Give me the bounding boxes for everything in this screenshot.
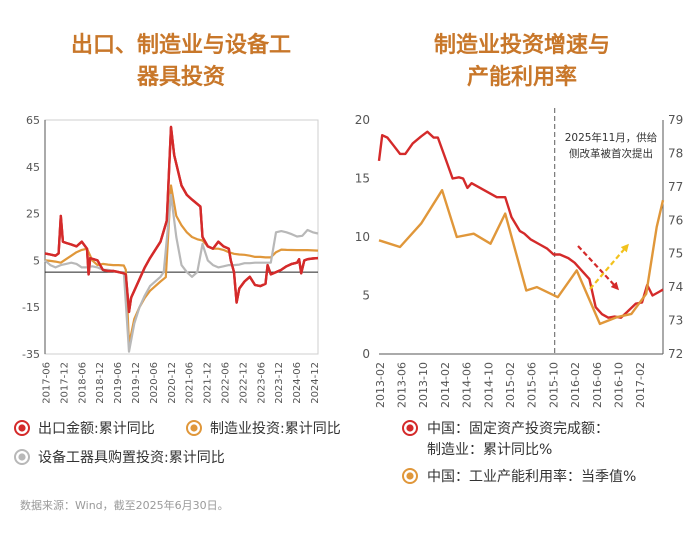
left-chart-title-line: 出口、制造业与设备工 [71, 32, 291, 58]
right-y-tick-label: 10 [355, 230, 370, 244]
right-y2-tick-label: 72 [668, 347, 683, 361]
left-x-tick-label: 2022-12 [238, 362, 249, 404]
right-x-tick-label: 2015-06 [526, 362, 539, 408]
right-x-tick-label: 2013-02 [374, 362, 387, 408]
right-x-tick-label: 2014-06 [461, 362, 474, 408]
right-chart-title-line: 产能利用率 [467, 64, 577, 90]
annotation-text-line: 侧改革被首次提出 [569, 147, 653, 160]
right-x-tick-label: 2014-02 [439, 362, 452, 408]
right-y2-tick-label: 77 [668, 180, 683, 194]
left-chart-title-line: 器具投资 [136, 65, 225, 90]
right-y2-tick-label: 73 [668, 314, 683, 328]
trend-arrow-up [589, 243, 629, 290]
left-y-tick-label: 25 [26, 208, 40, 221]
right-y-tick-label: 5 [362, 289, 370, 303]
left-y-tick-label: -35 [22, 348, 40, 361]
legend-label-manufacturing: 制造业投资:累计同比 [210, 421, 341, 437]
legend-label-export: 出口金额:累计同比 [38, 421, 155, 437]
legend-label-capacity-utilization: 中国：工业产能利用率：当季值% [427, 468, 636, 485]
source-note: 数据来源：Wind，截至2025年6月30日。 [20, 498, 229, 512]
left-x-tick-label: 2023-06 [256, 362, 267, 404]
legend-marker-fai-manufacturing-fill [406, 424, 414, 432]
left-y-tick-label: 45 [26, 161, 40, 174]
legend-marker-equipment [14, 449, 30, 465]
legend-marker-equipment-fill [18, 453, 26, 461]
left-x-tick-label: 2022-06 [221, 362, 232, 404]
legend-marker-capacity-utilization-fill [406, 472, 414, 480]
right-x-tick-label: 2015-02 [504, 362, 517, 408]
annotation-text-line: 2025年11月，供给 [565, 131, 658, 144]
left-x-tick-label: 2021-06 [185, 362, 196, 404]
legend-label-fai-manufacturing-line: 中国：固定资产投资完成额： [427, 421, 609, 437]
left-x-tick-label: 2018-12 [95, 362, 106, 404]
left-x-tick-label: 2023-12 [274, 362, 285, 404]
right-x-tick-label: 2016-06 [591, 362, 604, 408]
legend-marker-export-fill [18, 424, 26, 432]
trend-arrow-down [577, 245, 620, 291]
left-y-tick-label: 5 [33, 254, 40, 267]
legend-marker-fai-manufacturing [402, 420, 418, 436]
legend-marker-capacity-utilization [402, 468, 418, 484]
right-x-tick-label: 2015-10 [547, 362, 560, 408]
right-y-tick-label: 15 [355, 172, 370, 186]
right-series-line-1 [378, 189, 665, 326]
legend-marker-manufacturing [186, 420, 202, 436]
legend-label-fai-manufacturing-line: 制造业：累计同比% [427, 442, 552, 458]
left-series-line-0 [44, 125, 319, 314]
right-y-tick-label: 20 [355, 113, 370, 127]
left-x-tick-label: 2020-12 [167, 362, 178, 404]
right-y2-tick-label: 78 [668, 146, 683, 160]
left-x-tick-label: 2017-12 [59, 362, 70, 404]
left-x-tick-label: 2020-06 [149, 362, 160, 404]
legend-label-equipment: 设备工器具购置投资:累计同比 [38, 449, 225, 466]
left-series-line-export-top [44, 125, 319, 314]
left-y-tick-label: -15 [22, 301, 40, 314]
right-x-tick-label: 2016-02 [569, 362, 582, 408]
right-x-tick-label: 2013-10 [417, 362, 430, 408]
left-x-tick-label: 2021-12 [203, 362, 214, 404]
left-y-tick-label: 65 [26, 114, 40, 127]
right-y-tick-label: 0 [362, 347, 370, 361]
left-series-line-2 [44, 193, 319, 353]
right-chart-title-line: 制造业投资增速与 [434, 32, 610, 58]
right-y2-tick-label: 76 [668, 213, 683, 227]
right-y2-tick-label: 75 [668, 247, 683, 261]
left-plot-frame [44, 119, 319, 355]
legend-marker-manufacturing-fill [190, 424, 198, 432]
left-x-tick-label: 2017-06 [42, 362, 53, 404]
left-x-tick-label: 2018-06 [77, 362, 88, 404]
right-x-tick-label: 2014-10 [482, 362, 495, 408]
left-x-tick-label: 2024-06 [292, 362, 303, 404]
right-y2-tick-label: 74 [668, 280, 683, 294]
left-x-tick-label: 2024-12 [310, 362, 321, 404]
right-y2-tick-label: 79 [668, 113, 683, 127]
right-x-tick-label: 2017-02 [634, 362, 647, 408]
right-x-tick-label: 2013-06 [396, 362, 409, 408]
right-x-tick-label: 2016-10 [613, 362, 626, 408]
left-x-tick-label: 2019-12 [131, 362, 142, 404]
left-x-tick-label: 2019-06 [113, 362, 124, 404]
legend-marker-export [14, 420, 30, 436]
